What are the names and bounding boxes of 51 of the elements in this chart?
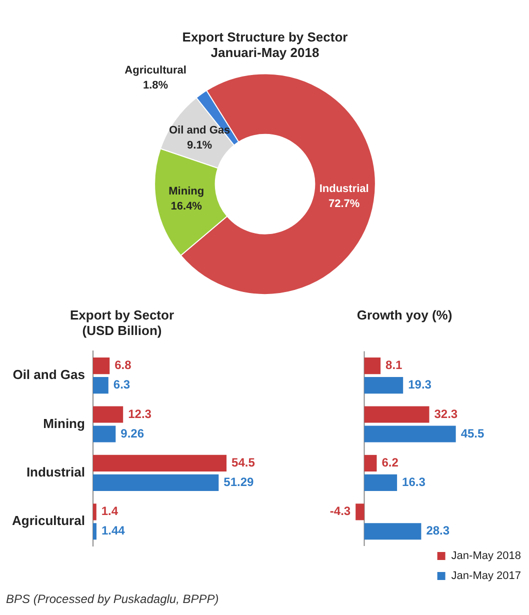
- bar: [92, 377, 108, 394]
- data-label: 9.1%: [187, 140, 212, 152]
- data-label: 12.3: [128, 406, 152, 421]
- data-label: 32.3: [434, 406, 458, 421]
- bar: [364, 426, 456, 442]
- data-label: 72.7%: [328, 198, 360, 210]
- y-tick-label: Mining: [43, 416, 85, 431]
- data-label: -4.3: [330, 504, 351, 518]
- legend-label: Jan-May 2017: [451, 570, 522, 582]
- chart-title: Export by Sector: [70, 307, 174, 322]
- slice-label: Industrial: [319, 182, 369, 195]
- bar: [364, 474, 398, 491]
- bar: [364, 406, 430, 423]
- bar: [92, 358, 110, 374]
- y-tick-label: Oil and Gas: [12, 367, 85, 382]
- bar: [364, 523, 422, 540]
- data-label: 45.5: [460, 426, 484, 440]
- data-label: 1.8%: [142, 79, 168, 92]
- data-label: 19.3: [408, 378, 432, 392]
- y-tick-label: Industrial: [26, 464, 85, 480]
- bar: [92, 454, 227, 472]
- legend-label: Jan-May 2018: [451, 550, 522, 562]
- data-label: 51.29: [224, 475, 254, 490]
- data-label: 6.3: [113, 378, 130, 392]
- data-label: 6.2: [382, 456, 399, 470]
- data-label: 16.3: [402, 475, 426, 490]
- chart-title: Export Structure by Sector: [182, 29, 348, 44]
- data-label: 54.5: [232, 456, 256, 470]
- slice-label: Agricultural: [124, 64, 186, 76]
- bar: [92, 426, 116, 442]
- bar: [92, 523, 96, 540]
- slice-label: Mining: [168, 186, 204, 198]
- data-label: 9.26: [120, 426, 144, 440]
- data-label: 16.4%: [170, 200, 202, 213]
- bar: [92, 474, 219, 491]
- chart-subtitle: (USD Billion): [82, 322, 162, 338]
- bar: [364, 358, 381, 374]
- bar: [92, 504, 96, 520]
- bar: [92, 406, 124, 423]
- text: BPS (Processed by Puskadaglu, BPPP): [6, 592, 219, 606]
- chart-title: Growth yoy (%): [356, 307, 452, 322]
- bar: [364, 377, 404, 394]
- bar: [364, 454, 377, 472]
- data-label: 6.8: [114, 358, 132, 372]
- data-label: 8.1: [386, 358, 403, 372]
- y-tick-label: Agricultural: [12, 513, 85, 528]
- data-label: 28.3: [426, 524, 450, 538]
- bar: [356, 504, 364, 520]
- chart-subtitle: Januari-May 2018: [210, 44, 320, 60]
- data-label: 1.4: [101, 504, 118, 518]
- data-label: 1.44: [101, 524, 126, 538]
